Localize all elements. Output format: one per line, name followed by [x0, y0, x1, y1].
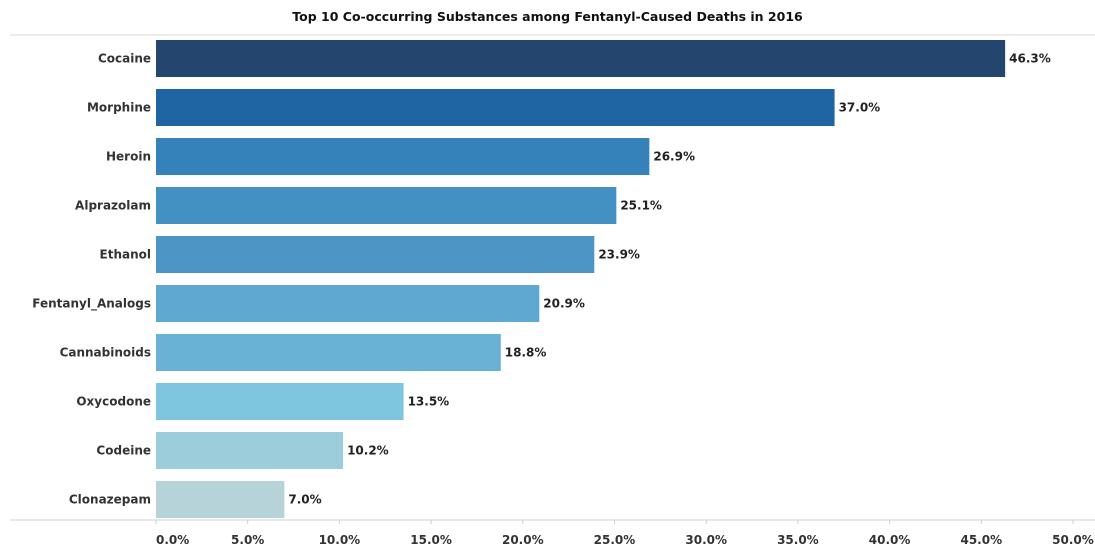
bar-codeine [156, 432, 344, 469]
bar-fentanyl_analogs [156, 285, 540, 322]
category-label: Ethanol [100, 248, 151, 262]
x-tick-label: 30.0% [685, 533, 727, 547]
category-label: Fentanyl_Analogs [32, 297, 151, 312]
value-label: 10.2% [347, 444, 389, 458]
x-tick-label: 45.0% [960, 533, 1002, 547]
x-tick-label: 15.0% [410, 533, 452, 547]
value-label: 25.1% [620, 199, 662, 213]
value-label: 23.9% [598, 248, 640, 262]
value-label: 26.9% [653, 150, 695, 164]
category-label: Oxycodone [76, 395, 151, 409]
x-tick-label: 35.0% [777, 533, 819, 547]
bar-alprazolam [156, 187, 617, 224]
category-label: Cannabinoids [60, 346, 151, 360]
category-label: Morphine [87, 101, 151, 115]
bar-oxycodone [156, 383, 404, 420]
x-tick-label: 5.0% [231, 533, 264, 547]
value-label: 20.9% [543, 297, 585, 311]
x-tick-label: 20.0% [502, 533, 544, 547]
x-tick-label: 25.0% [594, 533, 636, 547]
bar-cocaine [156, 40, 1006, 77]
category-label: Cocaine [98, 52, 151, 66]
value-label: 37.0% [839, 101, 881, 115]
value-label: 46.3% [1009, 52, 1051, 66]
x-tick-label: 50.0% [1052, 533, 1094, 547]
value-label: 7.0% [288, 493, 321, 507]
x-tick-label: 10.0% [319, 533, 361, 547]
bar-clonazepam [156, 481, 285, 518]
x-tick-label: 0.0% [156, 533, 189, 547]
bar-ethanol [156, 236, 595, 273]
bar-heroin [156, 138, 650, 175]
x-tick-label: 40.0% [869, 533, 911, 547]
category-label: Alprazolam [75, 199, 151, 213]
category-label: Codeine [96, 444, 151, 458]
chart-title: Top 10 Co-occurring Substances among Fen… [292, 9, 803, 24]
category-label: Clonazepam [69, 493, 151, 507]
bar-cannabinoids [156, 334, 501, 371]
category-label: Heroin [106, 150, 151, 164]
value-label: 13.5% [408, 395, 450, 409]
value-label: 18.8% [505, 346, 547, 360]
bar-morphine [156, 89, 835, 126]
